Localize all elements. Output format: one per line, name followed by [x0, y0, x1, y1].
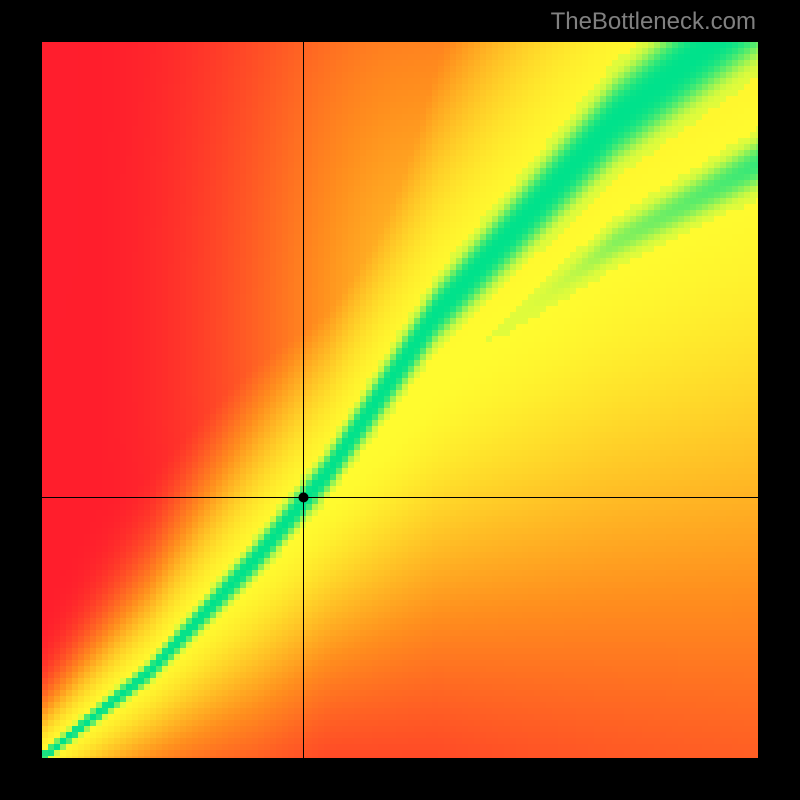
watermark-text: TheBottleneck.com: [551, 8, 756, 36]
plot-area: [42, 42, 758, 758]
chart-frame: TheBottleneck.com: [0, 0, 800, 800]
heatmap-canvas: [42, 42, 758, 758]
